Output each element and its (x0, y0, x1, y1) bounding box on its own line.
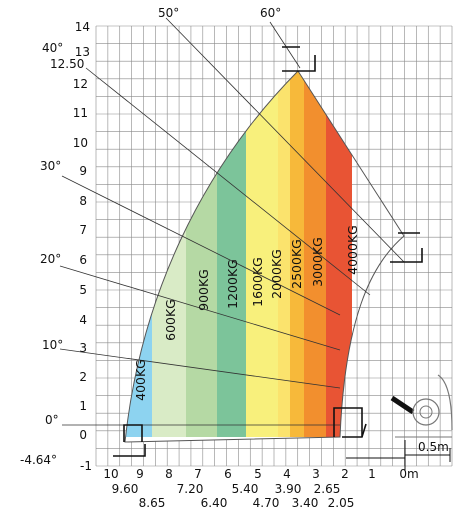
x-reach-label: 2.65 (314, 482, 341, 496)
x-reach-label: 7.20 (177, 482, 204, 496)
x-tick-label: 10 (103, 467, 118, 481)
angle-label: 0° (45, 413, 59, 427)
scale-label: 0.5m (418, 440, 449, 454)
angle-label: 40° (42, 41, 63, 55)
zone-label: 2000KG (269, 249, 284, 299)
y-tick-label: 10 (73, 136, 88, 150)
x-reach-label: 6.40 (201, 496, 228, 510)
y-tick-label: 4 (79, 313, 87, 327)
y-tick-label: 0 (79, 428, 87, 442)
zone-label: 3000KG (310, 237, 325, 287)
zone-label: 1200KG (225, 259, 240, 309)
angle-label: 20° (40, 252, 61, 266)
y-tick-label: -1 (80, 459, 92, 473)
load-zone (217, 71, 246, 442)
x-tick-label: 0m (399, 467, 418, 481)
scale-bar: 0.5m (346, 440, 451, 470)
x-tick-label: 6 (224, 467, 232, 481)
x-reach-label: 4.70 (253, 496, 280, 510)
x-tick-label: 8 (165, 467, 173, 481)
x-tick-label: 4 (283, 467, 291, 481)
load-zone (246, 71, 278, 442)
angle-leaders (59, 17, 405, 426)
x-tick-label: 3 (312, 467, 320, 481)
boom-outlines (113, 46, 423, 457)
load-envelope (124, 70, 405, 443)
y-tick-label: 11 (73, 106, 88, 120)
y-tick-label: 14 (75, 20, 90, 34)
y-tick-label: 7 (79, 223, 87, 237)
load-zone (278, 71, 290, 442)
zone-label: 900KG (196, 269, 211, 311)
y-tick-label: 12 (73, 77, 88, 91)
x-tick-label: 1 (368, 467, 376, 481)
x-reach-label: 5.40 (232, 482, 259, 496)
zone-label: 400KG (133, 359, 148, 401)
max-height-label: 12.50 (50, 57, 84, 71)
x-reach-label: 3.90 (275, 482, 302, 496)
load-zones (125, 71, 404, 442)
x-tick-label: 7 (194, 467, 202, 481)
y-tick-label: 9 (79, 164, 87, 178)
x-reach-label: 8.65 (139, 496, 166, 510)
y-tick-label: 13 (75, 45, 90, 59)
zone-label: 1600KG (250, 257, 265, 307)
zone-label: 2500KG (289, 239, 304, 289)
y-tick-label: 1 (79, 399, 87, 413)
angle-label: 30° (40, 159, 61, 173)
load-zone (290, 71, 304, 442)
x-tick-label: 5 (254, 467, 262, 481)
angle-label: 60° (260, 6, 281, 20)
load-zone (304, 71, 326, 442)
y-tick-label: 8 (79, 194, 87, 208)
y-tick-label: 6 (79, 253, 87, 267)
zone-label: 600KG (163, 299, 178, 341)
x-reach-label: 9.60 (112, 482, 139, 496)
y-tick-label: 2 (79, 370, 87, 384)
x-reach-label: 2.05 (328, 496, 355, 510)
angle-label: 10° (42, 338, 63, 352)
x-tick-label: 9 (136, 467, 144, 481)
angle-label: 50° (158, 6, 179, 20)
y-tick-label: 3 (79, 341, 87, 355)
y-tick-label: 5 (79, 283, 87, 297)
x-reach-label: 3.40 (292, 496, 319, 510)
min-angle-label: -4.64° (20, 453, 57, 467)
x-tick-label: 2 (341, 467, 349, 481)
machine-icon (390, 374, 453, 438)
zone-label: 4000KG (345, 225, 360, 275)
